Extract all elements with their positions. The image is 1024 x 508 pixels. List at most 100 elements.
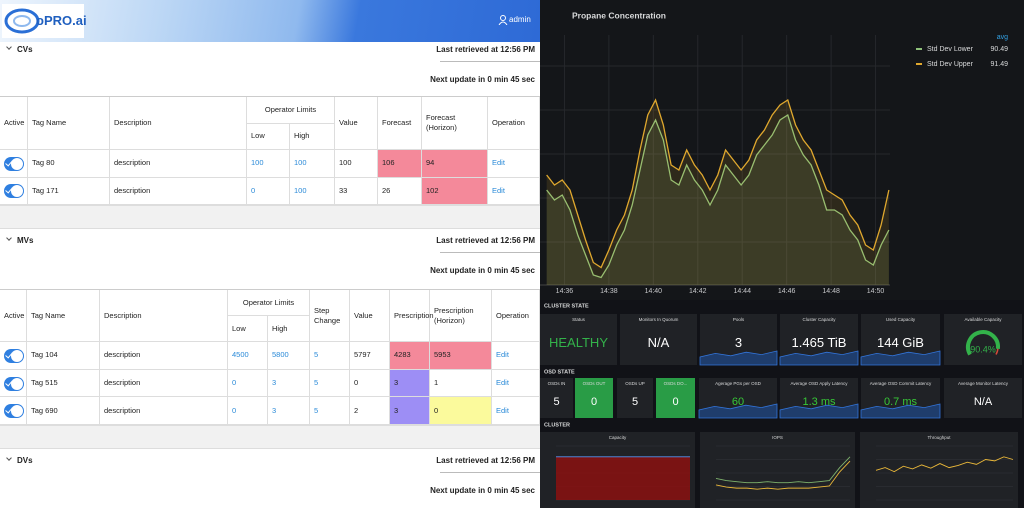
x-tick-label: 14:38 bbox=[600, 288, 618, 295]
section-title: DVs bbox=[17, 456, 33, 465]
panel-title: OSDs DO... bbox=[664, 381, 688, 386]
table-cell: 3 bbox=[390, 369, 430, 398]
divider-line bbox=[440, 61, 540, 62]
column-subheader: Low bbox=[247, 123, 290, 150]
table-cell: 100 bbox=[247, 150, 290, 178]
table-cell: 5797 bbox=[350, 342, 390, 370]
table-cell: 26 bbox=[378, 177, 422, 205]
toggle[interactable] bbox=[4, 376, 24, 391]
panel-value: 1.3 ms bbox=[802, 396, 836, 408]
table-cell: description bbox=[100, 397, 228, 426]
panel-value: HEALTHY bbox=[549, 335, 608, 350]
table-cell: 100 bbox=[290, 177, 335, 205]
panel-title: Agerage PGs per OSD bbox=[715, 381, 762, 386]
column-header: Operation bbox=[492, 290, 540, 342]
panel-value: 0 bbox=[672, 396, 678, 408]
toggle-knob bbox=[11, 405, 23, 418]
toggle[interactable] bbox=[4, 404, 24, 419]
table-cell: 5953 bbox=[430, 342, 492, 370]
series-area bbox=[546, 100, 889, 285]
table-cell: 3 bbox=[268, 369, 310, 398]
panel-title: OSDs OUT bbox=[583, 381, 606, 386]
stat-panel bbox=[780, 378, 858, 418]
edit-link[interactable]: Edit bbox=[492, 369, 540, 398]
table-cell: 3 bbox=[390, 397, 430, 426]
sparkline bbox=[779, 350, 859, 366]
last-retrieved: Last retrieved at 12:56 PM bbox=[436, 456, 535, 465]
stat-panel bbox=[780, 314, 858, 365]
table-cell: 4500 bbox=[228, 342, 268, 370]
table-cell: 5 bbox=[310, 369, 350, 398]
divider-line bbox=[440, 252, 540, 253]
column-header: Prescription (Horizon) bbox=[430, 290, 492, 342]
column-group-header: Operator Limits bbox=[228, 290, 310, 316]
table-cell: 106 bbox=[378, 150, 422, 178]
table-top-border bbox=[0, 289, 540, 290]
column-header: Value bbox=[335, 97, 378, 150]
column-header: Active bbox=[0, 97, 28, 150]
column-header: Tag Name bbox=[28, 97, 110, 150]
user-icon bbox=[498, 15, 508, 25]
panel-title: OSDs UP bbox=[625, 381, 645, 386]
edit-link[interactable]: Edit bbox=[492, 342, 540, 370]
panel-title: Cluster Capacity bbox=[802, 317, 836, 322]
x-tick-label: 14:40 bbox=[645, 288, 663, 295]
legend-value: 91.49 bbox=[990, 61, 1008, 68]
active-cell bbox=[0, 369, 27, 398]
column-header: Description bbox=[100, 290, 228, 342]
next-update: Next update in 0 min 45 sec bbox=[430, 75, 535, 84]
dashboard: Propane Concentration 14:36 14:38 14:40 14:4… bbox=[540, 0, 1024, 508]
active-cell bbox=[0, 177, 28, 205]
x-tick-label: 14:36 bbox=[556, 288, 574, 295]
x-tick-label: 14:44 bbox=[733, 288, 751, 295]
table-cell: 0 bbox=[228, 369, 268, 398]
chart-title: Propane Concentration bbox=[572, 10, 666, 20]
gauge-value bbox=[966, 330, 1000, 356]
table-cell: 5 bbox=[310, 397, 350, 426]
table-cell: 33 bbox=[335, 177, 378, 205]
edit-link[interactable]: Edit bbox=[488, 150, 540, 178]
chevron bbox=[6, 455, 12, 461]
x-tick-label: 14:48 bbox=[822, 288, 840, 295]
toggle[interactable] bbox=[4, 184, 24, 199]
table-cell: 0 bbox=[228, 397, 268, 426]
sparkline bbox=[698, 403, 778, 419]
table-cell: 100 bbox=[335, 150, 378, 178]
series-line bbox=[546, 113, 890, 279]
section-title: CVs bbox=[17, 45, 33, 54]
column-header: Tag Name bbox=[27, 290, 100, 342]
toggle-knob bbox=[11, 185, 23, 198]
active-cell bbox=[0, 150, 28, 178]
stat-panel bbox=[700, 314, 777, 365]
panel-title: IOPS bbox=[772, 435, 783, 440]
stat-panel bbox=[944, 378, 1022, 418]
user-menu[interactable]: admin bbox=[509, 15, 531, 24]
table-cell: 1 bbox=[430, 369, 492, 398]
table-cell: 102 bbox=[422, 177, 488, 205]
panel-value: N/A bbox=[974, 396, 993, 408]
panel-value: N/A bbox=[648, 335, 670, 350]
edit-link[interactable]: Edit bbox=[492, 397, 540, 426]
panel-value: 0.7 ms bbox=[884, 396, 918, 408]
stat-panel bbox=[656, 378, 695, 418]
table-cell: 100 bbox=[290, 150, 335, 178]
panel-value: 1.465 TiB bbox=[792, 335, 847, 350]
panel-title: Average OSD Commit Latency bbox=[870, 381, 932, 386]
panel-title: Status bbox=[572, 317, 586, 322]
column-subheader: High bbox=[268, 316, 310, 342]
toggle[interactable] bbox=[4, 156, 24, 171]
table-cell: Tag 171 bbox=[28, 177, 110, 205]
series-line bbox=[875, 456, 1014, 473]
stat-panel bbox=[620, 314, 697, 365]
toggle[interactable] bbox=[4, 348, 24, 363]
logo-text: oPRO.ai bbox=[36, 13, 87, 28]
column-header: Operation bbox=[488, 97, 540, 150]
sparkline bbox=[860, 403, 941, 419]
legend-label: Std Dev Lower bbox=[927, 46, 974, 53]
section-label: OSD STATE bbox=[544, 369, 575, 375]
edit-link[interactable]: Edit bbox=[488, 177, 540, 205]
stat-panel bbox=[944, 314, 1022, 365]
chart-panel bbox=[860, 432, 1018, 508]
stat-panel bbox=[699, 378, 777, 418]
